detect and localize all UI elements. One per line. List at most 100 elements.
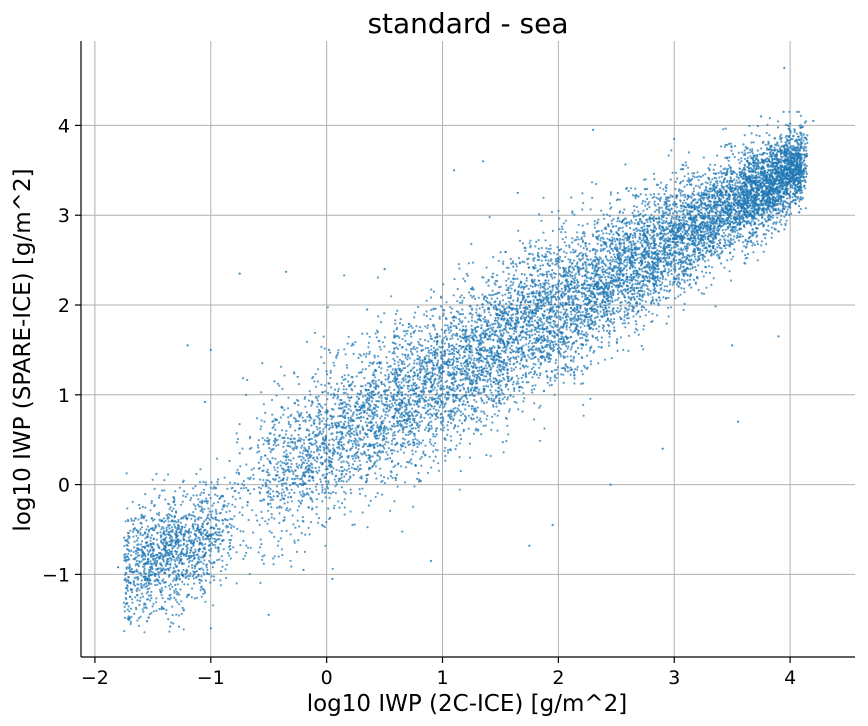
scatter-point (478, 392, 481, 395)
scatter-point (305, 411, 308, 414)
scatter-point (334, 402, 337, 406)
scatter-point (467, 320, 470, 323)
scatter-point (485, 367, 488, 370)
scatter-point (173, 577, 176, 580)
scatter-point (379, 371, 382, 374)
scatter-point (294, 526, 297, 529)
scatter-point (626, 280, 629, 284)
scatter-point (377, 426, 380, 429)
scatter-point (747, 166, 750, 169)
scatter-point (123, 605, 126, 609)
scatter-point (332, 392, 335, 395)
scatter-point (354, 457, 357, 460)
scatter-point (581, 310, 584, 314)
scatter-point (165, 612, 168, 615)
scatter-point (513, 362, 516, 365)
scatter-point (549, 324, 552, 327)
scatter-point (140, 522, 143, 525)
scatter-point (703, 207, 706, 210)
scatter-point (553, 369, 556, 372)
scatter-point (343, 374, 346, 377)
scatter-point (355, 408, 358, 411)
scatter-point (170, 515, 173, 518)
scatter-point (699, 175, 703, 178)
scatter-point (545, 370, 548, 373)
scatter-point (491, 421, 494, 424)
scatter-point (459, 434, 462, 437)
scatter-point (733, 235, 736, 238)
scatter-point (275, 485, 279, 488)
scatter-point (287, 458, 291, 461)
scatter-point (570, 306, 573, 310)
scatter-point (429, 335, 432, 338)
scatter-point (530, 367, 534, 371)
scatter-point (683, 256, 686, 259)
scatter-point (198, 581, 201, 585)
scatter-point (167, 513, 170, 516)
scatter-point (480, 365, 483, 368)
scatter-point (567, 258, 570, 261)
scatter-point (657, 209, 660, 212)
scatter-point (458, 442, 461, 445)
scatter-point (298, 436, 301, 439)
scatter-point (174, 526, 177, 530)
scatter-point (369, 415, 372, 418)
scatter-point (393, 362, 396, 365)
scatter-point (685, 164, 688, 167)
scatter-point (659, 288, 662, 291)
scatter-point (728, 270, 731, 273)
scatter-point (531, 253, 535, 256)
scatter-point (546, 262, 549, 265)
scatter-point (517, 229, 520, 232)
scatter-point (286, 437, 290, 440)
scatter-point (293, 402, 296, 405)
scatter-point (549, 293, 552, 296)
scatter-point (434, 455, 437, 458)
scatter-point (535, 292, 538, 295)
scatter-point (410, 431, 414, 434)
scatter-point (138, 589, 141, 592)
scatter-point (646, 285, 649, 288)
scatter-point (135, 559, 138, 563)
scatter-point (585, 331, 588, 334)
scatter-point (550, 258, 553, 261)
scatter-point (201, 550, 204, 553)
scatter-point (366, 392, 369, 395)
scatter-point (387, 477, 390, 480)
scatter-point (618, 247, 621, 250)
scatter-point (570, 346, 573, 349)
scatter-point (384, 428, 387, 431)
scatter-point (571, 241, 574, 244)
scatter-point (533, 418, 536, 421)
scatter-point (660, 218, 663, 221)
scatter-point (513, 368, 516, 371)
scatter-point (269, 502, 272, 505)
scatter-point (267, 495, 270, 498)
scatter-point (324, 488, 327, 491)
scatter-point (432, 407, 435, 410)
scatter-point (202, 488, 206, 491)
scatter-point (432, 459, 435, 462)
scatter-point (593, 226, 597, 229)
scatter-point (296, 519, 299, 522)
scatter-point (490, 385, 493, 388)
scatter-point (384, 374, 387, 377)
scatter-point (442, 420, 445, 423)
scatter-point (334, 388, 337, 391)
scatter-point (366, 401, 369, 404)
scatter-point (776, 126, 780, 129)
scatter-point (767, 224, 770, 227)
scatter-point (251, 509, 254, 512)
scatter-point (233, 481, 236, 485)
scatter-point (123, 616, 126, 620)
scatter-point (529, 239, 532, 242)
scatter-point (420, 456, 423, 459)
scatter-point (434, 418, 437, 421)
scatter-point (522, 400, 525, 403)
scatter-point (366, 417, 369, 420)
scatter-point (534, 319, 537, 322)
scatter-point (353, 453, 356, 456)
scatter-point (230, 524, 233, 527)
scatter-point (603, 247, 606, 250)
scatter-point (496, 274, 499, 277)
